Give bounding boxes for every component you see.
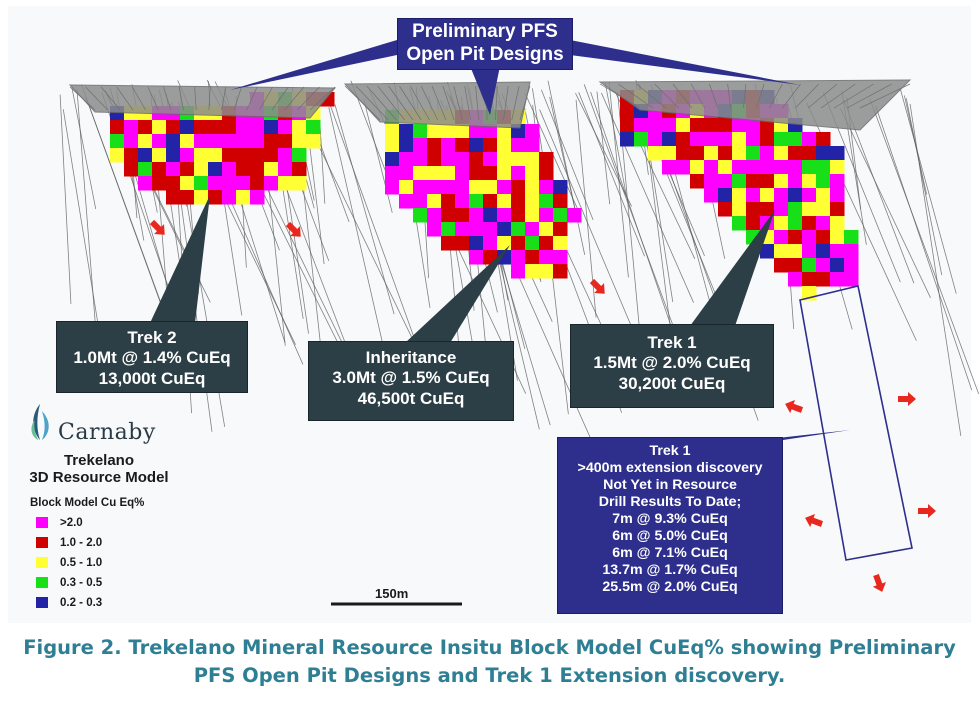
drill-result: 6m @ 5.0% CuEq: [612, 528, 728, 545]
inheritance-callout: Inheritance 3.0Mt @ 1.5% CuEq 46,500t Cu…: [308, 341, 514, 421]
extension-arrows: [149, 219, 936, 592]
model-title-line: Trekelano: [63, 452, 135, 469]
legend-swatch: [36, 537, 48, 549]
legend-title: Block Model Cu Eq%: [30, 497, 145, 509]
trek1-extension-callout: Trek 1 >400m extension discovery Not Yet…: [557, 437, 783, 614]
scale-bar-label: 150m: [375, 586, 409, 601]
trek1-tonnage: 1.5Mt @ 2.0% CuEq: [593, 353, 751, 373]
extension-line: >400m extension discovery: [577, 460, 763, 477]
trek2-callout: Trek 2 1.0Mt @ 1.4% CuEq 13,000t CuEq: [56, 321, 248, 393]
legend-label: >2.0: [60, 517, 83, 529]
legend-label: 1.0 - 2.0: [60, 537, 103, 549]
extension-line: Not Yet in Resource: [603, 477, 737, 494]
inheritance-tonnage: 3.0Mt @ 1.5% CuEq: [332, 368, 490, 388]
resource-model-figure: Preliminary PFS Open Pit Designs Trek 2 …: [4, 18, 979, 614]
legend-swatch: [36, 577, 48, 589]
trek1-callout: Trek 1 1.5Mt @ 2.0% CuEq 30,200t CuEq: [570, 324, 774, 408]
extension-line: Trek 1: [649, 443, 691, 459]
pfs-title-line: Open Pit Designs: [406, 43, 564, 65]
inheritance-metal: 46,500t CuEq: [357, 388, 465, 408]
trek2-metal: 13,000t CuEq: [98, 368, 206, 388]
callout-leader-lines: [150, 40, 850, 440]
legend-item: 0.3 - 0.5: [36, 577, 102, 591]
extension-line: Drill Results To Date;: [598, 494, 742, 511]
carnaby-logo-text: Carnaby: [58, 420, 156, 445]
legend-item: 0.5 - 1.0: [36, 557, 102, 571]
trek1-metal: 30,200t CuEq: [618, 373, 726, 393]
inheritance-name: Inheritance: [365, 348, 457, 367]
legend-item: 0.2 - 0.3: [36, 597, 102, 611]
drill-result: 6m @ 7.1% CuEq: [612, 545, 728, 562]
legend-swatch: [36, 517, 48, 529]
model-title-line: 3D Resource Model: [29, 469, 169, 487]
legend-item: 1.0 - 2.0: [36, 537, 102, 551]
pfs-title-line: Preliminary PFS: [412, 21, 558, 42]
legend-swatch: [36, 597, 48, 609]
trek1-extension-outline: [799, 285, 913, 561]
figure-caption: Figure 2. Trekelano Mineral Resource Ins…: [0, 634, 979, 691]
trek2-tonnage: 1.0Mt @ 1.4% CuEq: [73, 348, 231, 368]
drill-result: 25.5m @ 2.0% CuEq: [602, 579, 738, 596]
carnaby-leaf-logo-icon: [31, 403, 49, 441]
model-title: Trekelano 3D Resource Model: [4, 452, 194, 487]
trek2-name: Trek 2: [127, 328, 177, 347]
legend-item: >2.0: [36, 517, 83, 531]
block-model-scene: [59, 40, 979, 606]
legend-label: 0.5 - 1.0: [60, 557, 103, 569]
drill-result: 13.7m @ 1.7% CuEq: [602, 562, 738, 579]
drill-result: 7m @ 9.3% CuEq: [612, 511, 728, 528]
open-pit-designs: [68, 79, 912, 131]
legend-swatch: [36, 557, 48, 569]
legend-label: 0.3 - 0.5: [60, 577, 103, 589]
pfs-pit-designs-callout: Preliminary PFS Open Pit Designs: [397, 18, 573, 70]
caption-line: PFS Open Pit Designs and Trek 1 Extensio…: [193, 664, 786, 688]
legend-label: 0.2 - 0.3: [60, 597, 103, 609]
caption-line: Figure 2. Trekelano Mineral Resource Ins…: [23, 636, 956, 659]
trek1-name: Trek 1: [647, 333, 697, 352]
